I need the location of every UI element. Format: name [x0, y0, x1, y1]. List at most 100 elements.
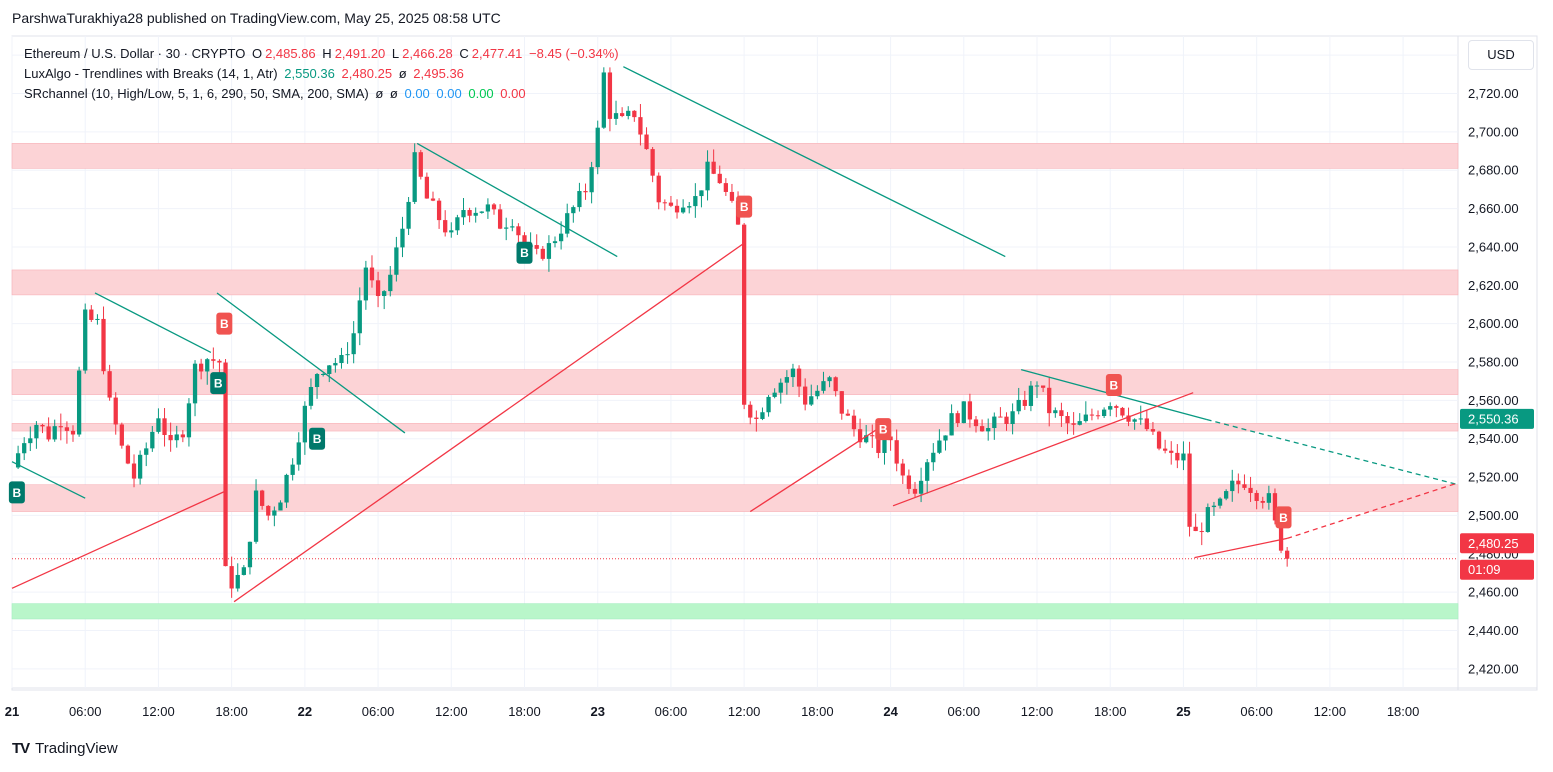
candle-body	[260, 490, 265, 506]
candle-body	[125, 445, 131, 464]
change-value: −8.45 (−0.34%)	[529, 46, 619, 61]
candle-body	[235, 574, 240, 589]
x-tick-label: 18:00	[801, 704, 834, 719]
candle-body	[345, 354, 350, 356]
candle-body	[925, 462, 930, 481]
candle-body	[912, 488, 918, 494]
candle-body	[418, 152, 423, 177]
candle-body	[638, 117, 643, 135]
signal-label: B	[520, 246, 529, 260]
open-value: 2,485.86	[265, 46, 316, 61]
y-tick-label: 2,500.00	[1468, 508, 1519, 523]
candle-body	[1108, 406, 1113, 410]
candle-body	[815, 390, 820, 397]
candle-body	[1034, 385, 1040, 387]
candle-body	[833, 377, 838, 392]
candle-body	[894, 440, 899, 464]
low-label: L	[391, 46, 400, 61]
candle-body	[1187, 453, 1192, 527]
candle-body	[70, 430, 76, 435]
trendline-resistance	[1206, 418, 1459, 486]
candle-body	[1150, 429, 1156, 432]
candle-body	[83, 309, 88, 371]
candle-body	[1156, 431, 1162, 449]
trendline-resistance	[623, 66, 1006, 258]
candle-body	[827, 377, 832, 382]
candle-body	[510, 226, 515, 228]
candle-body	[857, 429, 863, 443]
x-tick-label: 23	[590, 704, 604, 719]
candle-body	[296, 442, 301, 465]
candle-body	[681, 207, 686, 213]
axes: 2,420.002,440.002,460.002,480.002,500.00…	[5, 48, 1534, 719]
candle-body	[821, 381, 826, 391]
price-chart[interactable]: B B B B B B B B B 2,420.00 2,440.00 2,460.00 2,480.…	[0, 0, 1553, 730]
y-tick-label: 2,680.00	[1468, 163, 1519, 178]
x-tick-label: 22	[298, 704, 312, 719]
candle-body	[1138, 418, 1143, 420]
signal-label: B	[214, 377, 223, 391]
currency-button[interactable]: USD	[1468, 40, 1534, 70]
candle-body	[961, 401, 966, 424]
candle-body	[1211, 505, 1217, 508]
bull-break-signal	[516, 241, 533, 264]
sr-value-3: 0.00	[468, 86, 494, 101]
x-tick-label: 06:00	[69, 704, 102, 719]
candle-body	[1101, 409, 1107, 417]
price-tag	[1460, 559, 1534, 580]
candle-body	[1272, 493, 1278, 521]
x-tick-label: 12:00	[1314, 704, 1347, 719]
candle-body	[565, 213, 570, 234]
candle-body	[247, 541, 253, 568]
candle-body	[156, 418, 161, 432]
trendline-resistance	[94, 292, 212, 353]
candle-body	[46, 426, 51, 440]
srchannel-indicator-name[interactable]: SRchannel (10, High/Low, 5, 1, 6, 290, 5…	[24, 86, 369, 101]
y-tick-label: 2,440.00	[1468, 623, 1519, 638]
candle-body	[394, 247, 399, 275]
candle-body	[497, 209, 503, 229]
candlesticks	[15, 67, 1290, 598]
y-tick-label: 2,520.00	[1468, 470, 1519, 485]
bull-break-signal	[210, 372, 227, 395]
candle-body	[455, 217, 460, 231]
candle-body	[748, 404, 753, 418]
candle-body	[131, 463, 137, 479]
signal-label: B	[1279, 511, 1288, 525]
candle-body	[241, 567, 246, 575]
x-tick-label: 21	[5, 704, 19, 719]
luxalgo-indicator-name[interactable]: LuxAlgo - Trendlines with Breaks (14, 1,…	[24, 66, 278, 81]
candle-body	[101, 318, 106, 372]
footer-brand[interactable]: TV TradingView	[12, 740, 118, 757]
candle-body	[479, 211, 484, 213]
candle-body	[955, 413, 960, 424]
symbol-name[interactable]: Ethereum / U.S. Dollar · 30 · CRYPTO	[24, 46, 246, 61]
candle-body	[284, 474, 289, 503]
candle-body	[1065, 416, 1070, 424]
brand-name: TradingView	[35, 740, 118, 757]
candle-body	[64, 427, 70, 431]
candle-body	[656, 175, 661, 203]
candle-body	[266, 505, 271, 516]
signal-label: B	[220, 317, 229, 331]
resistance-zone	[11, 143, 1459, 169]
candle-body	[357, 300, 362, 334]
candle-body	[211, 359, 216, 361]
x-tick-label: 12:00	[728, 704, 761, 719]
resistance-zone	[11, 369, 1459, 395]
candle-body	[1089, 414, 1095, 416]
candle-body	[943, 435, 948, 441]
luxalgo-value-2: 2,480.25	[341, 66, 393, 81]
low-value: 2,466.28	[402, 46, 453, 61]
candle-body	[485, 204, 491, 212]
candle-body	[790, 368, 796, 378]
grid-lines	[11, 35, 1538, 691]
candle-body	[467, 210, 472, 216]
candle-body	[558, 233, 564, 242]
resistance-zone	[11, 269, 1459, 296]
candle-body	[1193, 526, 1198, 532]
x-tick-label: 18:00	[1094, 704, 1127, 719]
signal-label: B	[1110, 379, 1119, 393]
candle-body	[906, 475, 912, 489]
candle-body	[95, 318, 100, 320]
